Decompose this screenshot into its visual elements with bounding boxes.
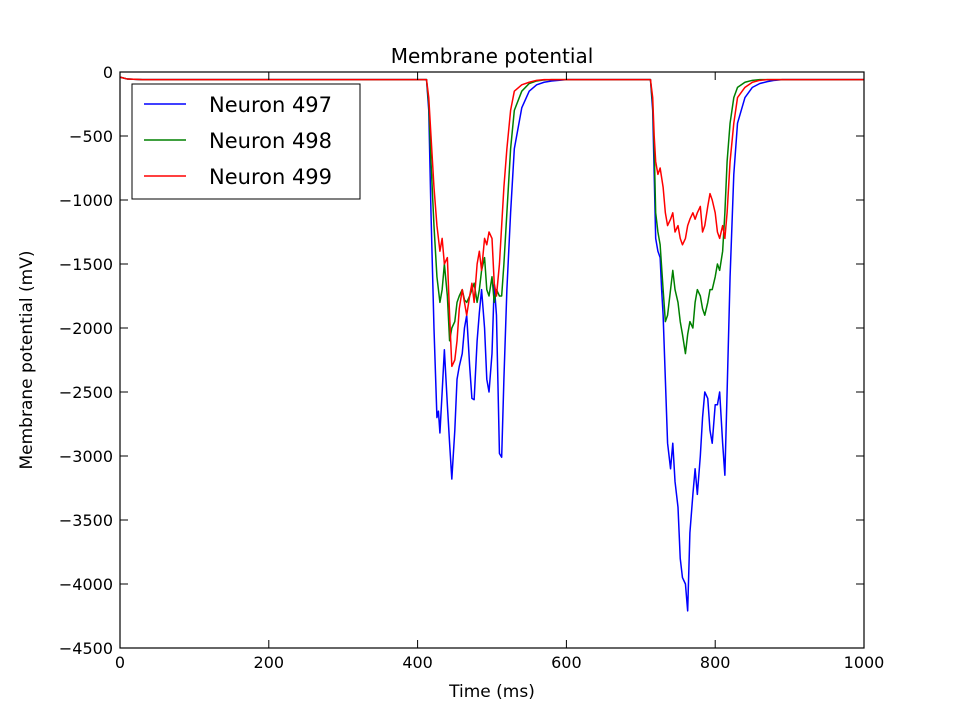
legend-label: Neuron 498 <box>209 129 332 153</box>
x-tick-label: 800 <box>700 653 731 672</box>
x-tick-label: 1000 <box>844 653 885 672</box>
chart-title: Membrane potential <box>391 44 594 68</box>
x-tick-label: 200 <box>254 653 285 672</box>
y-axis: 0 −500 −1000 −1500 −2000 −2500 −3000 −3500 −4000… <box>59 63 864 658</box>
series-layer <box>119 76 864 612</box>
plot-frame <box>119 71 865 649</box>
y-tick-label: −2000 <box>59 319 113 338</box>
x-tick-label: 400 <box>402 653 433 672</box>
y-tick-label: −4500 <box>59 639 113 658</box>
y-tick-label: −3500 <box>59 511 113 530</box>
y-tick-label: −500 <box>69 127 113 146</box>
legend-label: Neuron 497 <box>209 93 332 117</box>
y-axis-label: Membrane potential (mV) <box>17 251 37 470</box>
legend-label: Neuron 499 <box>209 165 332 189</box>
x-axis-label: Time (ms) <box>448 682 535 702</box>
y-tick-label: −3000 <box>59 447 113 466</box>
y-tick-label: 0 <box>103 63 113 82</box>
y-tick-label: −1500 <box>59 255 113 274</box>
x-tick-label: 600 <box>551 653 582 672</box>
legend: Neuron 497 Neuron 498 Neuron 499 <box>131 83 361 200</box>
legend-box <box>131 83 361 200</box>
y-tick-label: −4000 <box>59 575 113 594</box>
series-line-neuron-499 <box>119 76 864 368</box>
y-tick-label: −2500 <box>59 383 113 402</box>
x-axis: 0 200 400 600 800 1000 <box>115 72 884 672</box>
x-tick-label: 0 <box>115 653 125 672</box>
y-tick-label: −1000 <box>59 191 113 210</box>
